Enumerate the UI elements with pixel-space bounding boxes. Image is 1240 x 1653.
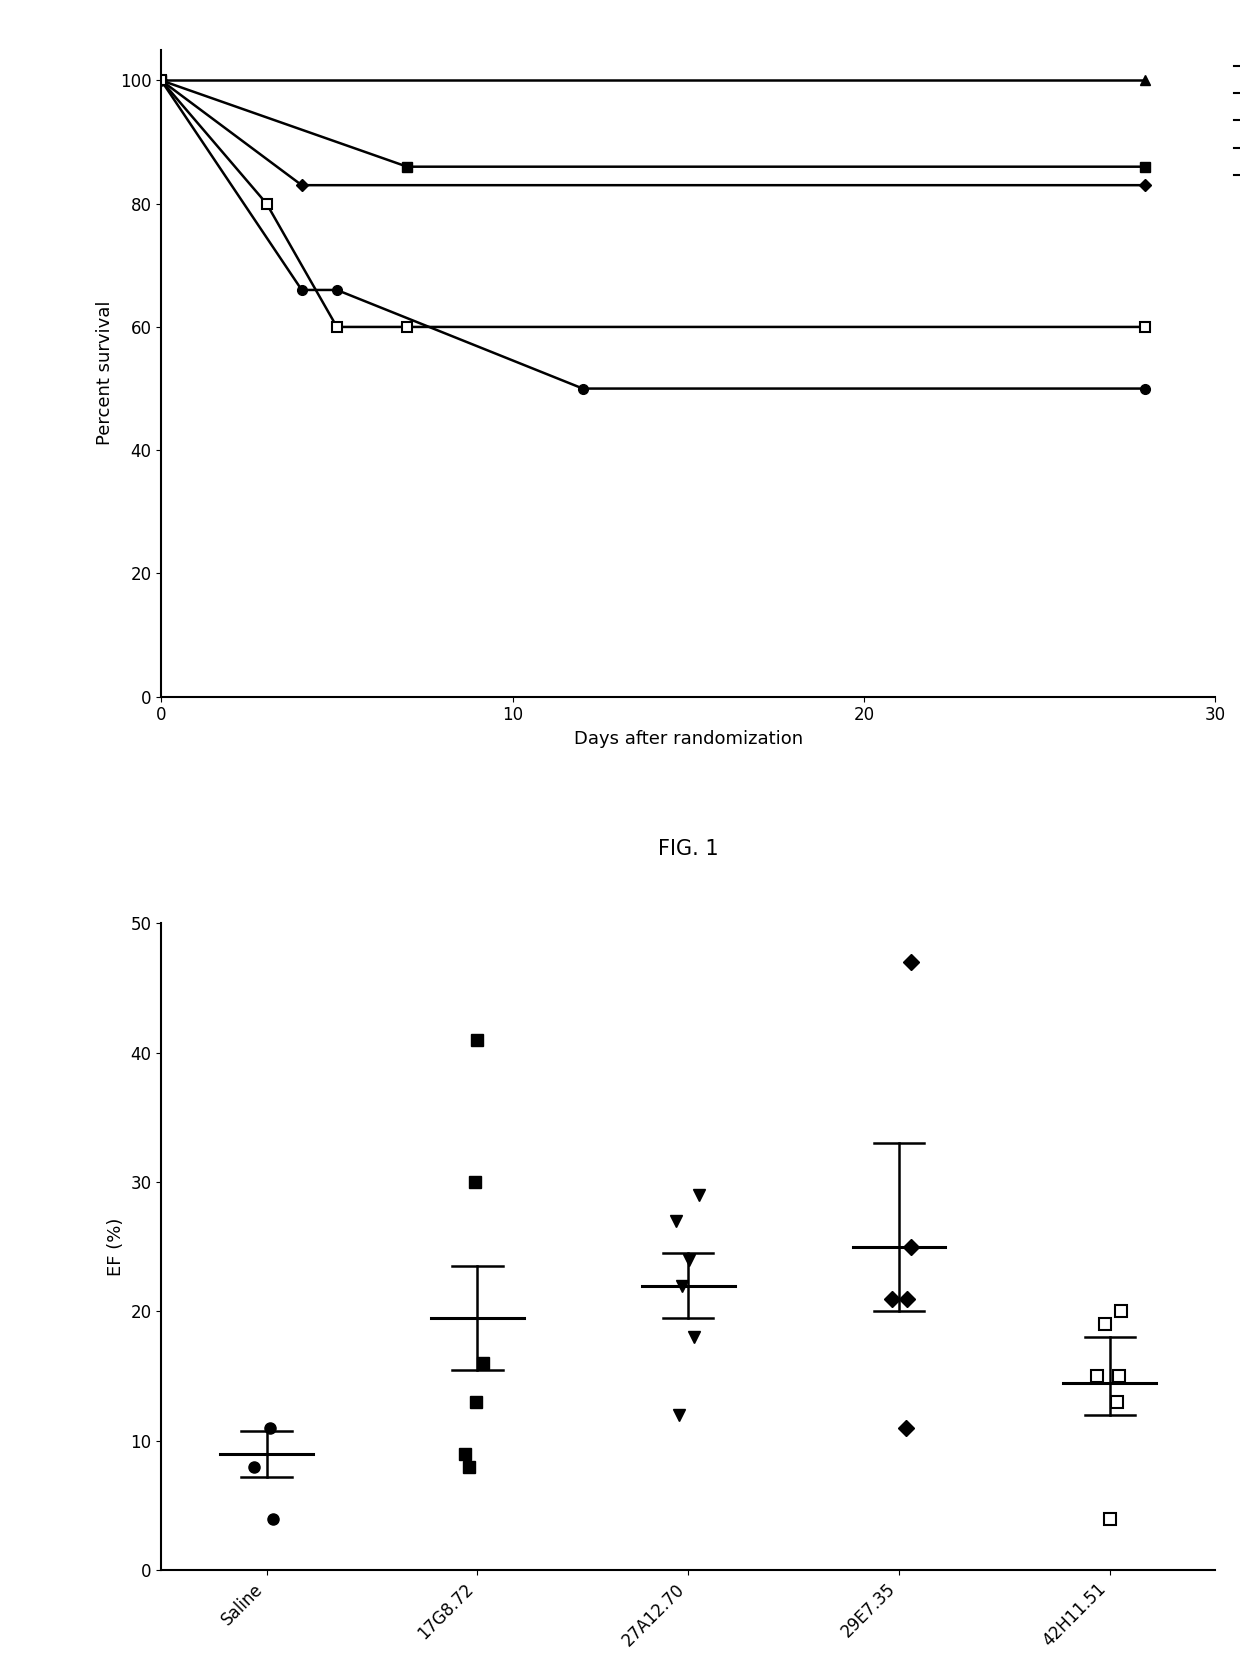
42H11.51 <box>259 193 274 213</box>
Line: Saline: Saline <box>156 76 1149 393</box>
17G8.72 <box>1137 157 1152 177</box>
X-axis label: Days after randomization: Days after randomization <box>574 731 802 749</box>
29E7.35 <box>154 71 169 91</box>
Line: 29E7.35: 29E7.35 <box>157 76 1149 190</box>
Y-axis label: EF (%): EF (%) <box>107 1218 125 1276</box>
17G8.72 <box>154 71 169 91</box>
Saline <box>575 379 590 398</box>
29E7.35 <box>294 175 309 195</box>
Line: 42H11.51: 42H11.51 <box>156 76 1149 332</box>
42H11.51 <box>1137 317 1152 337</box>
Line: 17G8.72: 17G8.72 <box>156 76 1149 172</box>
Saline <box>330 279 345 299</box>
Saline <box>1137 379 1152 398</box>
42H11.51 <box>399 317 414 337</box>
Text: FIG. 1: FIG. 1 <box>658 840 718 860</box>
Y-axis label: Percent survival: Percent survival <box>97 301 114 445</box>
Saline <box>294 279 309 299</box>
Legend: Saline, 17G8.72, 27A12.70, 29E7.35, 42H11.51: Saline, 17G8.72, 27A12.70, 29E7.35, 42H1… <box>1234 58 1240 185</box>
29E7.35 <box>1137 175 1152 195</box>
42H11.51 <box>154 71 169 91</box>
17G8.72 <box>399 157 414 177</box>
42H11.51 <box>330 317 345 337</box>
Saline <box>154 71 169 91</box>
